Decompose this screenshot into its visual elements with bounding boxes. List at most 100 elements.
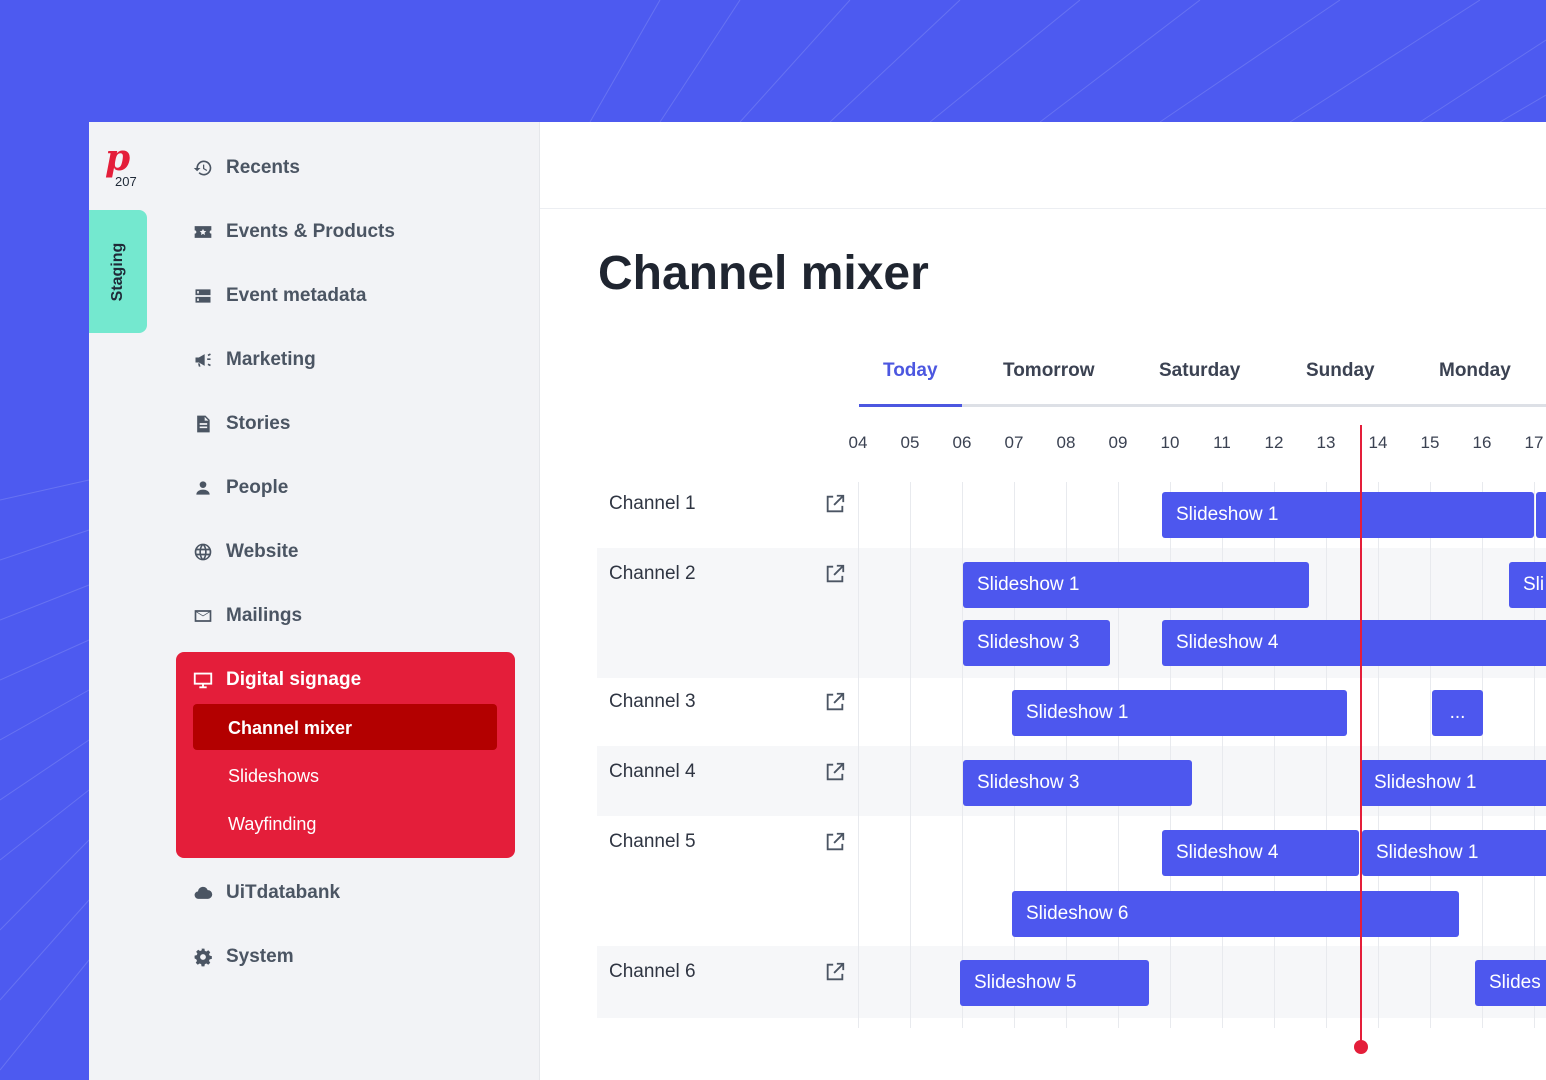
channel-label: Channel 5 [609,831,696,852]
gridline [1378,482,1379,1028]
sidebar-item-label: Stories [226,413,291,434]
gridline [962,482,963,1028]
tab-today[interactable]: Today [883,360,938,381]
globe-icon [192,541,214,563]
hour-label: 14 [1368,433,1388,452]
app-logo[interactable]: p 207 [105,140,145,190]
envelope-icon [192,605,214,627]
channel-label: Channel 6 [609,961,696,982]
sidebar-item-people[interactable]: People [192,468,288,508]
slot-slideshow[interactable]: Slides [1475,960,1546,1006]
gridline [1066,482,1067,1028]
slot-slideshow[interactable]: Slideshow 1 [963,562,1309,608]
channel-label: Channel 1 [609,493,696,514]
gridline [1534,482,1535,1028]
hour-label: 17 [1524,433,1544,452]
sidebar-subitem-active-bg [193,704,497,750]
channel-label: Channel 2 [609,563,696,584]
slot-slideshow[interactable]: Slideshow 1 [1360,760,1546,806]
external-link-icon[interactable] [824,563,846,585]
sidebar-item-stories[interactable]: Stories [192,404,290,444]
hour-label: 09 [1108,433,1128,452]
sidebar-item-website[interactable]: Website [192,532,299,572]
person-icon [192,477,214,499]
gridline [1118,482,1119,1028]
hour-label: 05 [900,433,920,452]
current-time-line [1360,425,1362,1045]
tab-monday[interactable]: Monday [1439,360,1511,381]
sidebar-item-label: People [226,477,289,498]
ticket-star-icon [192,221,214,243]
sidebar: Recents Events & Products Event metadata… [149,122,540,1080]
slot-slideshow[interactable] [1536,492,1546,538]
gridline [910,482,911,1028]
hour-label: 08 [1056,433,1076,452]
hour-label: 16 [1472,433,1492,452]
sidebar-item-label: System [226,946,294,967]
sidebar-item-digital-signage[interactable]: Digital signage [192,660,361,700]
tab-tomorrow[interactable]: Tomorrow [1003,360,1095,381]
sidebar-item-recents[interactable]: Recents [192,148,300,188]
channel-label: Channel 4 [609,761,696,782]
page-title: Channel mixer [598,247,929,300]
sidebar-item-event-metadata[interactable]: Event metadata [192,276,366,316]
hour-label: 11 [1213,433,1231,452]
hour-label: 13 [1316,433,1336,452]
gridline [1482,482,1483,1028]
sidebar-item-uitdatabank[interactable]: UiTdatabank [192,873,340,913]
external-link-icon[interactable] [824,493,846,515]
hour-label: 10 [1160,433,1180,452]
environment-tag[interactable]: Staging [89,210,147,333]
gridline [1222,482,1223,1028]
slot-slideshow[interactable]: Slideshow 5 [960,960,1149,1006]
sidebar-item-label: Mailings [226,605,303,626]
slot-slideshow[interactable]: Slideshow 3 [963,760,1192,806]
slot-slideshow[interactable]: Slideshow 4 [1162,620,1546,666]
hour-label: 15 [1420,433,1440,452]
cloud-icon [192,882,214,904]
sidebar-item-label: UiTdatabank [226,882,341,903]
sidebar-item-mailings[interactable]: Mailings [192,596,302,636]
hour-label: 07 [1004,433,1024,452]
slot-slideshow[interactable]: Slideshow 1 [1012,690,1347,736]
sidebar-group-digital-signage: Digital signage Channel mixer Slideshows… [176,652,515,858]
gridline [1430,482,1431,1028]
document-icon [192,413,214,435]
sidebar-item-label: Website [226,541,299,562]
slot-slideshow[interactable]: Slideshow 6 [1012,891,1459,937]
external-link-icon[interactable] [824,831,846,853]
slot-slideshow[interactable]: Slideshow 1 [1162,492,1534,538]
slot-slideshow[interactable]: Slideshow 1 [1362,830,1546,876]
sidebar-item-events-products[interactable]: Events & Products [192,212,395,252]
external-link-icon[interactable] [824,761,846,783]
hour-label: 12 [1264,433,1284,452]
logo-number: 207 [115,174,137,189]
tab-sunday[interactable]: Sunday [1306,360,1375,381]
sidebar-subitem-slideshows[interactable]: Slideshows [228,766,320,786]
external-link-icon[interactable] [824,691,846,713]
current-time-marker[interactable] [1354,1040,1368,1054]
logo-letter: p [105,137,131,179]
app-window: p 207 Staging Recents Events & Products … [89,122,1546,1080]
tab-track [859,404,1546,407]
slot-slideshow[interactable]: Slideshow 3 [963,620,1110,666]
gear-icon [192,946,214,968]
app-rail: p 207 Staging [89,122,149,1080]
external-link-icon[interactable] [824,961,846,983]
sidebar-item-system[interactable]: System [192,937,294,977]
database-icon [192,285,214,307]
sidebar-item-label: Events & Products [226,221,395,242]
sidebar-subitem-wayfinding[interactable]: Wayfinding [228,814,317,834]
gridline [1014,482,1015,1028]
sidebar-item-label: Event metadata [226,285,367,306]
slot-slideshow[interactable]: Sli [1509,562,1546,608]
sidebar-item-label: Recents [226,157,300,178]
sidebar-item-marketing[interactable]: Marketing [192,340,316,380]
slot-more[interactable]: ... [1432,690,1483,736]
tab-saturday[interactable]: Saturday [1159,360,1241,381]
slot-slideshow[interactable]: Slideshow 4 [1162,830,1359,876]
main-content: Channel mixer Today Tomorrow Saturday Su… [540,122,1546,1080]
sidebar-subitem-channel-mixer[interactable]: Channel mixer [228,718,353,738]
monitor-icon [192,669,214,691]
